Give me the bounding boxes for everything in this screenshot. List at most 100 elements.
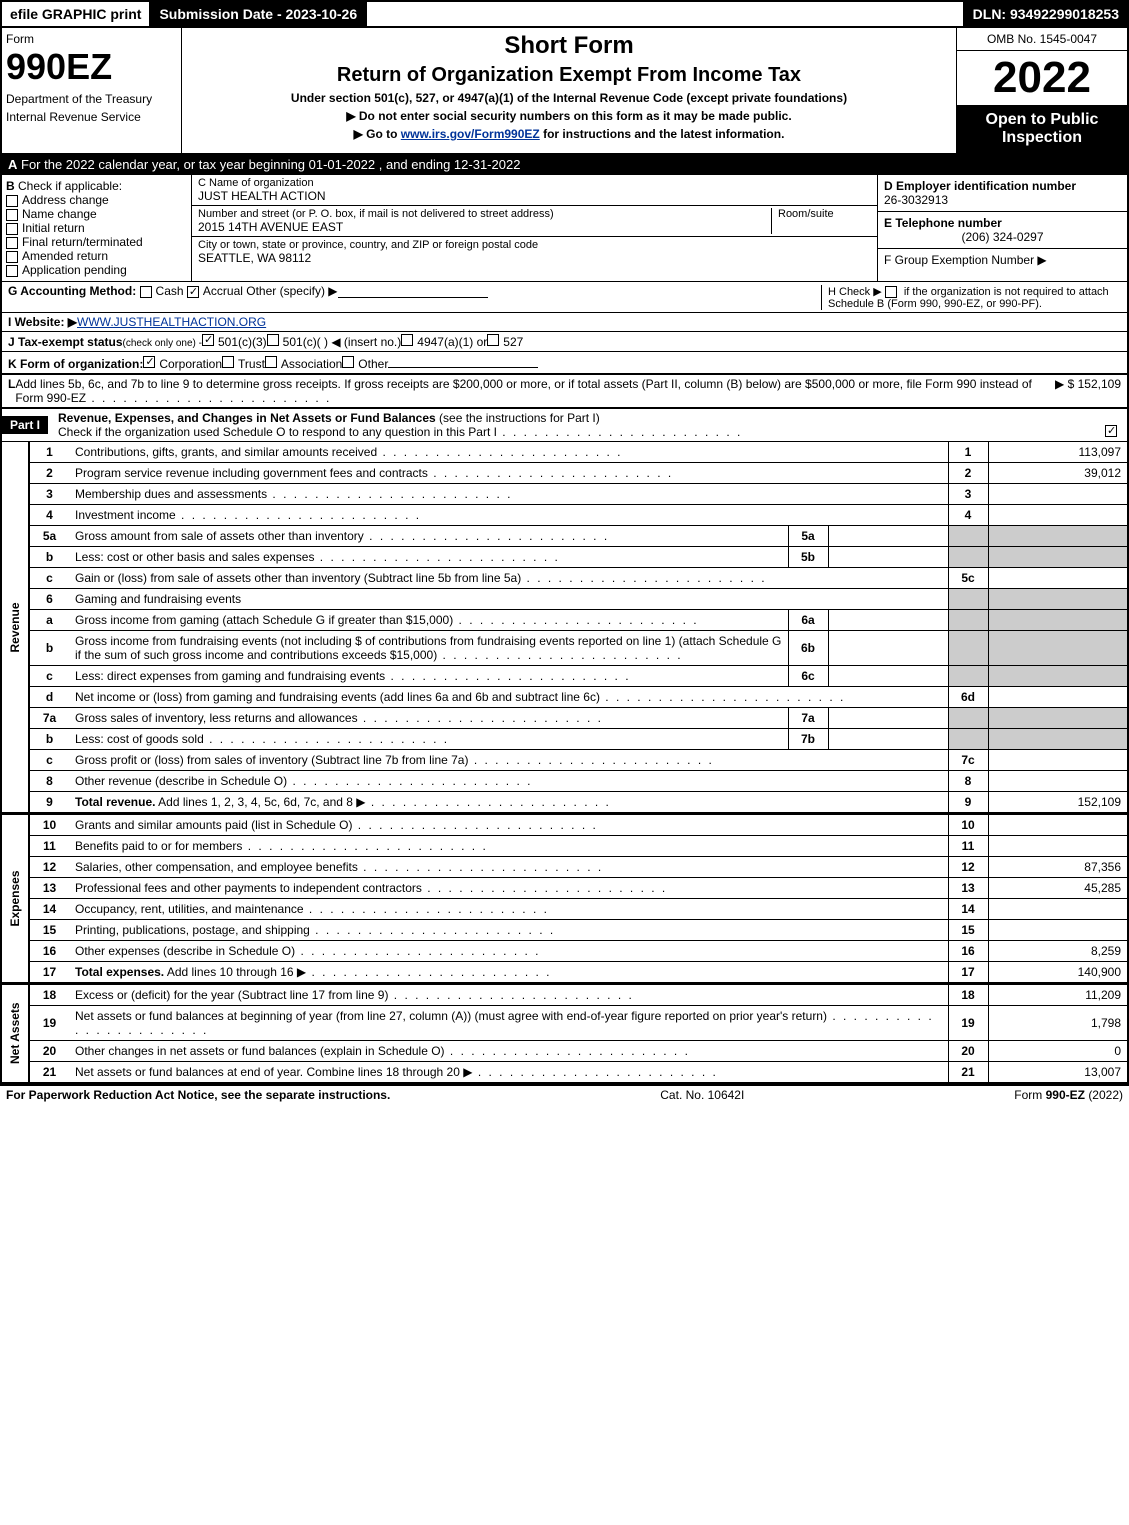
checkbox-cash[interactable] (140, 286, 152, 298)
c-street: 2015 14TH AVENUE EAST (198, 220, 771, 234)
checkbox-corp[interactable] (143, 356, 155, 368)
sub-line-value (828, 610, 948, 631)
sub-line-label: 7b (788, 729, 828, 750)
irs-link[interactable]: www.irs.gov/Form990EZ (401, 127, 540, 141)
section-label: Revenue (1, 442, 29, 813)
row-a: A For the 2022 calendar year, or tax yea… (0, 155, 1129, 175)
line-number: 14 (29, 899, 69, 920)
checkbox-other-org[interactable] (342, 356, 354, 368)
amount-cell (988, 814, 1128, 836)
table-row: Revenue1Contributions, gifts, grants, an… (1, 442, 1128, 463)
checkbox-501c3[interactable] (202, 334, 214, 346)
form-label: Form (6, 32, 177, 46)
sub-line-value (828, 729, 948, 750)
header-center: Short Form Return of Organization Exempt… (182, 28, 957, 153)
table-row: 9Total revenue. Add lines 1, 2, 3, 4, 5c… (1, 792, 1128, 813)
checkbox-final[interactable] (6, 237, 18, 249)
j-label: J Tax-exempt status (8, 335, 123, 349)
table-row: 6Gaming and fundraising events (1, 589, 1128, 610)
table-row: 11Benefits paid to or for members11 (1, 836, 1128, 857)
b-item-2: Initial return (6, 221, 187, 235)
checkbox-amended[interactable] (6, 251, 18, 263)
right-line-number: 7c (948, 750, 988, 771)
right-line-number: 6d (948, 687, 988, 708)
k-other: Other (358, 357, 388, 371)
top-bar: efile GRAPHIC print Submission Date - 20… (0, 0, 1129, 28)
col-b-heading-text: Check if applicable: (18, 179, 122, 193)
tax-year: 2022 (957, 51, 1127, 105)
line-desc: Less: cost of goods sold (69, 729, 788, 750)
amount-cell (988, 484, 1128, 505)
i-label: I Website: ▶ (8, 315, 77, 329)
line-desc: Grants and similar amounts paid (list in… (69, 814, 948, 836)
amount-cell: 113,097 (988, 442, 1128, 463)
b-item-3-label: Final return/terminated (22, 235, 143, 249)
table-row: dNet income or (loss) from gaming and fu… (1, 687, 1128, 708)
line-desc: Net income or (loss) from gaming and fun… (69, 687, 948, 708)
amount-cell (988, 750, 1128, 771)
checkbox-schedule-o[interactable] (1105, 425, 1117, 437)
line-desc: Gross profit or (loss) from sales of inv… (69, 750, 948, 771)
checkbox-trust[interactable] (222, 356, 234, 368)
form-header: Form 990EZ Department of the Treasury In… (0, 28, 1129, 155)
checkbox-assoc[interactable] (265, 356, 277, 368)
line-desc: Less: cost or other basis and sales expe… (69, 547, 788, 568)
footer-right: Form 990-EZ (2022) (1014, 1088, 1123, 1102)
right-line-number: 20 (948, 1041, 988, 1062)
k-label: K Form of organization: (8, 357, 143, 371)
row-a-label: A (8, 157, 17, 172)
amount-cell (988, 505, 1128, 526)
line-number: 16 (29, 941, 69, 962)
amount-cell: 152,109 (988, 792, 1128, 813)
d-ein-label: D Employer identification number (884, 179, 1121, 193)
line-number: c (29, 568, 69, 589)
part1-check-text: Check if the organization used Schedule … (58, 425, 1105, 439)
f-group-label: F Group Exemption Number ▶ (884, 253, 1121, 267)
table-row: 20Other changes in net assets or fund ba… (1, 1041, 1128, 1062)
line-number: c (29, 666, 69, 687)
right-line-number: 11 (948, 836, 988, 857)
shaded-cell (988, 526, 1128, 547)
block-bcdef: B Check if applicable: Address change Na… (0, 175, 1129, 282)
website-link[interactable]: WWW.JUSTHEALTHACTION.ORG (77, 315, 266, 329)
line-number: 7a (29, 708, 69, 729)
col-b-heading: B Check if applicable: (6, 179, 187, 193)
shaded-cell (988, 666, 1128, 687)
col-def: D Employer identification number 26-3032… (877, 175, 1127, 281)
subtitle: Under section 501(c), 527, or 4947(a)(1)… (186, 91, 952, 105)
table-row: cGain or (loss) from sale of assets othe… (1, 568, 1128, 589)
table-row: bLess: cost of goods sold7b (1, 729, 1128, 750)
instr-2: ▶ Go to www.irs.gov/Form990EZ for instru… (186, 127, 952, 141)
checkbox-527[interactable] (487, 334, 499, 346)
row-gh: G Accounting Method: Cash Accrual Other … (0, 282, 1129, 313)
checkbox-pending[interactable] (6, 265, 18, 277)
sub-line-label: 6a (788, 610, 828, 631)
shaded-cell (988, 547, 1128, 568)
table-row: 21Net assets or fund balances at end of … (1, 1062, 1128, 1084)
line-desc: Gross income from fundraising events (no… (69, 631, 788, 666)
checkbox-schedule-b[interactable] (885, 286, 897, 298)
checkbox-address[interactable] (6, 195, 18, 207)
right-line-number: 2 (948, 463, 988, 484)
sub-line-value (828, 708, 948, 729)
b-item-2-label: Initial return (22, 221, 85, 235)
right-line-number: 14 (948, 899, 988, 920)
checkbox-initial[interactable] (6, 223, 18, 235)
line-number: a (29, 610, 69, 631)
line-number: 15 (29, 920, 69, 941)
part1-header: Part I Revenue, Expenses, and Changes in… (0, 409, 1129, 442)
shaded-cell (988, 589, 1128, 610)
row-a-text: For the 2022 calendar year, or tax year … (21, 157, 520, 172)
checkbox-accrual[interactable] (187, 286, 199, 298)
checkbox-name[interactable] (6, 209, 18, 221)
c-room-label: Room/suite (778, 208, 871, 220)
amount-cell (988, 920, 1128, 941)
line-number: 18 (29, 984, 69, 1006)
checkbox-4947[interactable] (401, 334, 413, 346)
dln-label: DLN: 93492299018253 (965, 2, 1127, 26)
l-label: L (8, 377, 15, 391)
amount-cell (988, 899, 1128, 920)
checkbox-501c[interactable] (267, 334, 279, 346)
sub-line-label: 7a (788, 708, 828, 729)
section-label: Net Assets (1, 984, 29, 1083)
